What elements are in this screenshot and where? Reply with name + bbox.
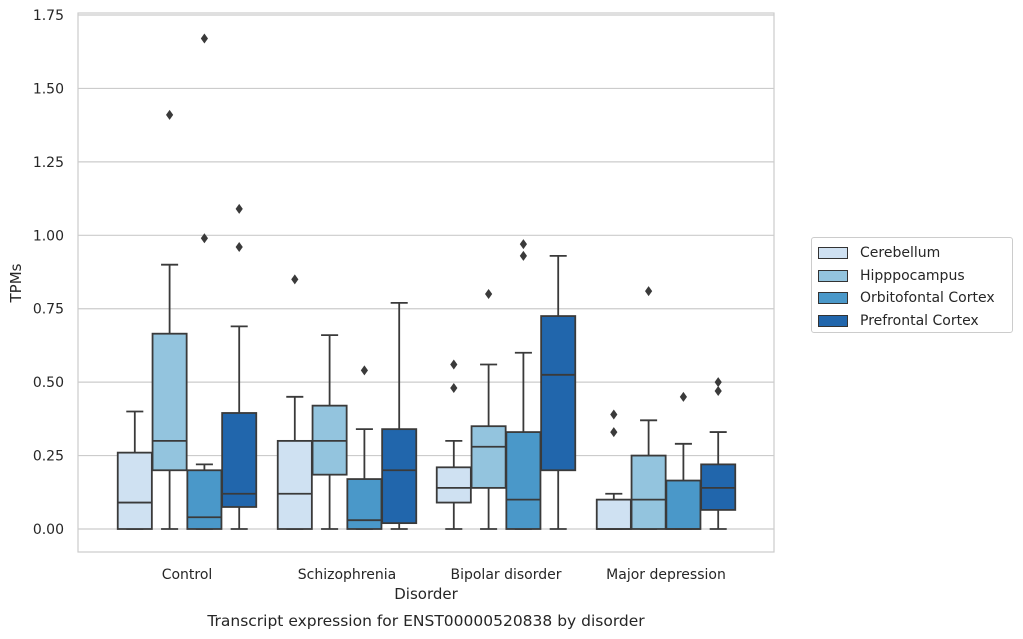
y-tick-label: 1.75 <box>33 8 64 24</box>
legend-swatch <box>818 269 848 282</box>
outlier-point <box>200 33 208 44</box>
outlier-point <box>450 383 458 394</box>
y-axis-ticks: 0.00 0.25 0.50 0.75 1.00 1.25 1.50 1.75 <box>33 8 64 538</box>
y-tick-label: 1.50 <box>33 81 64 97</box>
outlier-point <box>714 385 722 396</box>
boxes <box>116 33 737 530</box>
outlier-point <box>519 239 527 250</box>
box-prefrontal-cortex-1 <box>381 301 418 530</box>
legend-label: Prefrontal Cortex <box>860 312 979 329</box>
x-tick-label: Major depression <box>606 567 726 583</box>
outlier-point <box>360 365 368 376</box>
y-tick-label: 1.00 <box>33 228 64 244</box>
legend-swatch <box>818 247 848 260</box>
box-orbitofontal-cortex-3 <box>665 391 702 530</box>
legend-label: Orbitofontal Cortex <box>860 290 995 307</box>
box-hipppocampus-1 <box>311 334 348 530</box>
y-tick-label: 0.75 <box>33 302 64 318</box>
box-body <box>151 332 188 472</box>
box-cerebellum-0 <box>116 410 153 530</box>
outlier-point <box>679 391 687 402</box>
legend-swatch <box>818 314 848 327</box>
box-body <box>630 454 667 530</box>
box-body <box>381 428 418 525</box>
chart-title: Transcript expression for ENST0000052083… <box>206 612 645 630</box>
box-body <box>540 315 577 472</box>
box-body <box>221 412 258 508</box>
x-tick-label: Bipolar disorder <box>450 567 561 583</box>
box-prefrontal-cortex-2 <box>540 254 577 530</box>
outlier-point <box>235 242 243 253</box>
box-hipppocampus-3 <box>630 286 667 530</box>
plot-frame <box>77 12 775 553</box>
box-orbitofontal-cortex-1 <box>346 365 383 530</box>
box-cerebellum-3 <box>595 409 632 530</box>
box-body <box>116 451 153 530</box>
legend-item: Hipppocampus <box>818 265 1006 288</box>
box-body <box>470 425 507 489</box>
box-cerebellum-1 <box>276 274 313 530</box>
box-orbitofontal-cortex-2 <box>505 239 542 530</box>
y-axis-label: TPMs <box>7 263 25 303</box>
outlier-point <box>200 233 208 244</box>
x-axis-label: Disorder <box>394 585 458 603</box>
outlier-point <box>166 109 174 120</box>
box-body <box>435 466 472 504</box>
box-prefrontal-cortex-3 <box>700 377 737 530</box>
outlier-point <box>235 203 243 214</box>
grid-lines <box>78 14 774 530</box>
outlier-point <box>519 250 527 261</box>
box-orbitofontal-cortex-0 <box>186 33 223 530</box>
box-body <box>595 498 632 530</box>
legend-label: Cerebellum <box>860 245 941 262</box>
x-axis-ticks: Control Schizophrenia Bipolar disorder Majo… <box>162 567 726 583</box>
box-body <box>505 431 542 530</box>
x-tick-label: Schizophrenia <box>298 567 396 583</box>
y-tick-label: 0.50 <box>33 375 64 391</box>
legend-item: Prefrontal Cortex <box>818 310 1006 333</box>
box-cerebellum-2 <box>435 359 472 530</box>
box-hipppocampus-2 <box>470 289 507 530</box>
y-tick-label: 0.25 <box>33 449 64 465</box>
box-body <box>276 439 313 530</box>
box-body <box>346 478 383 530</box>
legend: Cerebellum Hipppocampus Orbitofontal Corte… <box>811 237 1013 333</box>
box-hipppocampus-0 <box>151 109 188 530</box>
y-tick-label: 0.00 <box>33 522 64 538</box>
legend-item: Orbitofontal Cortex <box>818 287 1006 310</box>
box-prefrontal-cortex-0 <box>221 203 258 530</box>
legend-label: Hipppocampus <box>860 267 965 284</box>
legend-swatch <box>818 292 848 305</box>
outlier-point <box>450 359 458 370</box>
outlier-point <box>610 409 618 420</box>
outlier-point <box>291 274 299 285</box>
box-body <box>186 469 223 530</box>
outlier-point <box>645 286 653 297</box>
legend-item: Cerebellum <box>818 242 1006 265</box>
box-body <box>665 479 702 530</box>
y-tick-label: 1.25 <box>33 155 64 171</box>
outlier-point <box>610 427 618 438</box>
x-tick-label: Control <box>162 567 213 583</box>
outlier-point <box>485 289 493 300</box>
outlier-point <box>714 377 722 388</box>
